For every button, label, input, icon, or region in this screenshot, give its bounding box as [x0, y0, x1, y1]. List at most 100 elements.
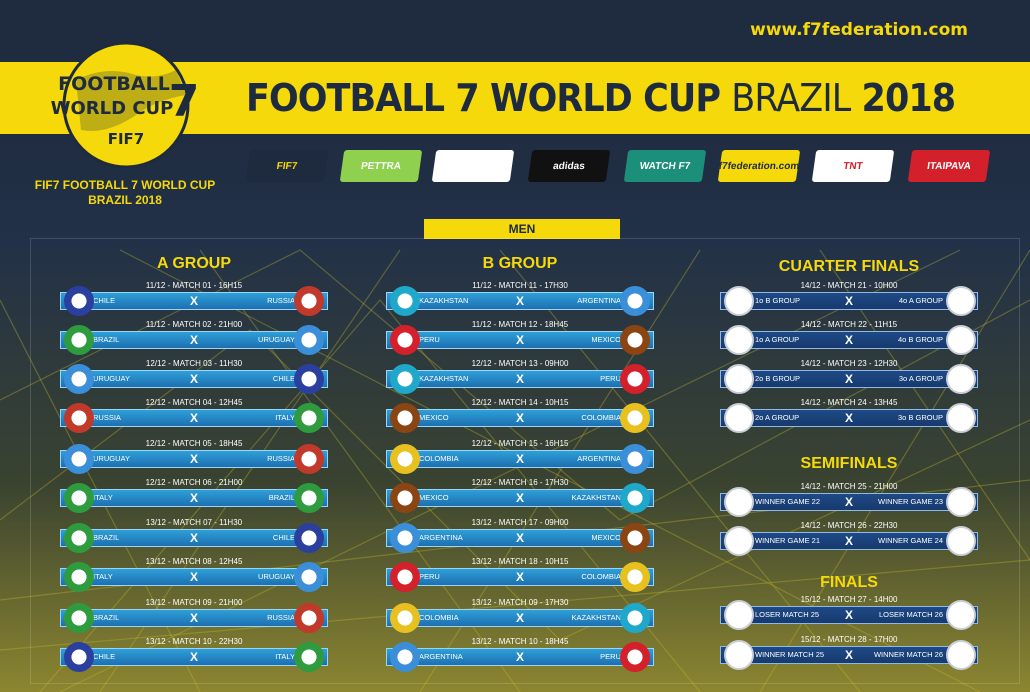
match-bar[interactable]: 1o B GROUP X 4o A GROUP [720, 292, 978, 310]
home-team: MEXICO [419, 413, 449, 422]
vs-mark: X [516, 491, 525, 505]
fif7-logo: FOOTBALL WORLD CUP 7 FIF7 [51, 41, 199, 169]
team-badge-icon [64, 325, 94, 355]
match-bar[interactable]: COLOMBIA X ARGENTINA [386, 450, 654, 468]
match-bar[interactable]: KAZAKHSTAN X ARGENTINA [386, 292, 654, 310]
vs-mark: X [516, 650, 525, 664]
team-badge-icon [620, 403, 650, 433]
team-badge-icon [620, 562, 650, 592]
team-badge-icon [620, 642, 650, 672]
match-label: 14/12 - MATCH 21 - 10H00 [800, 281, 898, 290]
team-badge-icon [64, 286, 94, 316]
match-bar[interactable]: BRAZIL X CHILE [60, 529, 328, 547]
away-team: PERU [600, 374, 621, 383]
away-team: COLOMBIA [581, 413, 621, 422]
match-label: 13/12 - MATCH 10 - 22H30 [145, 637, 243, 646]
match-label: 13/12 - MATCH 09 - 21H00 [145, 598, 243, 607]
match-bar[interactable]: PERU X COLOMBIA [386, 568, 654, 586]
match-bar[interactable]: PERU X MEXICO [386, 331, 654, 349]
match-label: 14/12 - MATCH 24 - 13H45 [800, 398, 898, 407]
home-team: BRAZIL [93, 613, 120, 622]
sponsor-logo: ITAIPAVA [907, 150, 991, 182]
match-bar[interactable]: BRAZIL X URUGUAY [60, 331, 328, 349]
team-badge-icon [620, 286, 650, 316]
website-link[interactable]: www.f7federation.com [750, 20, 968, 40]
match-bar[interactable]: ITALY X URUGUAY [60, 568, 328, 586]
match-bar[interactable]: WINNER GAME 22 X WINNER GAME 23 [720, 493, 978, 511]
away-team: URUGUAY [258, 572, 295, 581]
match-label: 13/12 - MATCH 18 - 10H15 [471, 557, 569, 566]
away-team: LOSER MATCH 26 [878, 610, 943, 619]
placeholder-badge-icon [724, 640, 754, 670]
away-team: RUSSIA [267, 454, 295, 463]
team-badge-icon [620, 483, 650, 513]
home-team: 1o B GROUP [755, 296, 801, 305]
vs-mark: X [845, 648, 854, 662]
home-team: CHILE [93, 296, 116, 305]
stage-title: SEMIFINALS [800, 455, 898, 472]
home-team: URUGUAY [93, 374, 130, 383]
placeholder-badge-icon [946, 526, 976, 556]
placeholder-badge-icon [724, 600, 754, 630]
home-team: ITALY [93, 572, 113, 581]
match-label: 11/12 - MATCH 11 - 17H30 [472, 281, 568, 290]
match-bar[interactable]: 1o A GROUP X 4o B GROUP [720, 331, 978, 349]
away-team: WINNER GAME 24 [877, 536, 943, 545]
vs-mark: X [516, 452, 525, 466]
caption-line2: BRAZIL 2018 [88, 193, 162, 207]
away-team: 4o B GROUP [897, 335, 943, 344]
match-bar[interactable]: URUGUAY X CHILE [60, 370, 328, 388]
match-bar[interactable]: WINNER GAME 21 X WINNER GAME 24 [720, 532, 978, 550]
match-label: 13/12 - MATCH 10 - 18H45 [471, 637, 569, 646]
match-bar[interactable]: 2o A GROUP X 3o B GROUP [720, 409, 978, 427]
match-bar[interactable]: MEXICO X COLOMBIA [386, 409, 654, 427]
placeholder-badge-icon [724, 364, 754, 394]
placeholder-badge-icon [946, 286, 976, 316]
stage-title: FINALS [820, 574, 878, 591]
team-badge-icon [64, 603, 94, 633]
away-team: CHILE [272, 533, 295, 542]
match-bar[interactable]: 2o B GROUP X 3o A GROUP [720, 370, 978, 388]
vs-mark: X [190, 531, 199, 545]
group-title: B GROUP [482, 255, 558, 272]
sponsor-logo: f7federation.com [717, 150, 801, 182]
team-badge-icon [620, 325, 650, 355]
home-team: 2o A GROUP [755, 413, 800, 422]
match-bar[interactable]: RUSSIA X ITALY [60, 409, 328, 427]
home-team: 1o A GROUP [755, 335, 800, 344]
team-badge-icon [620, 603, 650, 633]
team-badge-icon [64, 444, 94, 474]
match-label: 12/12 - MATCH 06 - 21H00 [145, 478, 243, 487]
home-team: KAZAKHSTAN [419, 374, 469, 383]
match-bar[interactable]: WINNER MATCH 25 X WINNER MATCH 26 [720, 646, 978, 664]
vs-mark: X [190, 650, 199, 664]
match-bar[interactable]: KAZAKHSTAN X PERU [386, 370, 654, 388]
match-bar[interactable]: ITALY X BRAZIL [60, 489, 328, 507]
vs-mark: X [845, 608, 854, 622]
placeholder-badge-icon [946, 325, 976, 355]
away-team: WINNER GAME 23 [877, 497, 943, 506]
team-badge-icon [64, 523, 94, 553]
match-bar[interactable]: BRAZIL X RUSSIA [60, 609, 328, 627]
vs-mark: X [190, 333, 199, 347]
match-bar[interactable]: ARGENTINA X PERU [386, 648, 654, 666]
team-badge-icon [294, 325, 324, 355]
match-bar[interactable]: ARGENTINA X MEXICO [386, 529, 654, 547]
team-badge-icon [390, 325, 420, 355]
match-bar[interactable]: COLOMBIA X KAZAKHSTAN [386, 609, 654, 627]
away-team: KAZAKHSTAN [571, 493, 621, 502]
match-bar[interactable]: MEXICO X KAZAKHSTAN [386, 489, 654, 507]
schedule-panel [30, 238, 1020, 684]
match-bar[interactable]: CHILE X ITALY [60, 648, 328, 666]
page-title: FOOTBALL 7 WORLD CUP BRAZIL 2018 [246, 76, 956, 126]
home-team: KAZAKHSTAN [419, 296, 469, 305]
match-bar[interactable]: CHILE X RUSSIA [60, 292, 328, 310]
logo-line2: WORLD CUP [51, 98, 174, 119]
match-bar[interactable]: LOSER MATCH 25 X LOSER MATCH 26 [720, 606, 978, 624]
sponsor-logo [431, 150, 515, 182]
match-bar[interactable]: URUGUAY X RUSSIA [60, 450, 328, 468]
team-badge-icon [64, 562, 94, 592]
away-team: ITALY [275, 413, 295, 422]
team-badge-icon [64, 364, 94, 394]
away-team: COLOMBIA [581, 572, 621, 581]
